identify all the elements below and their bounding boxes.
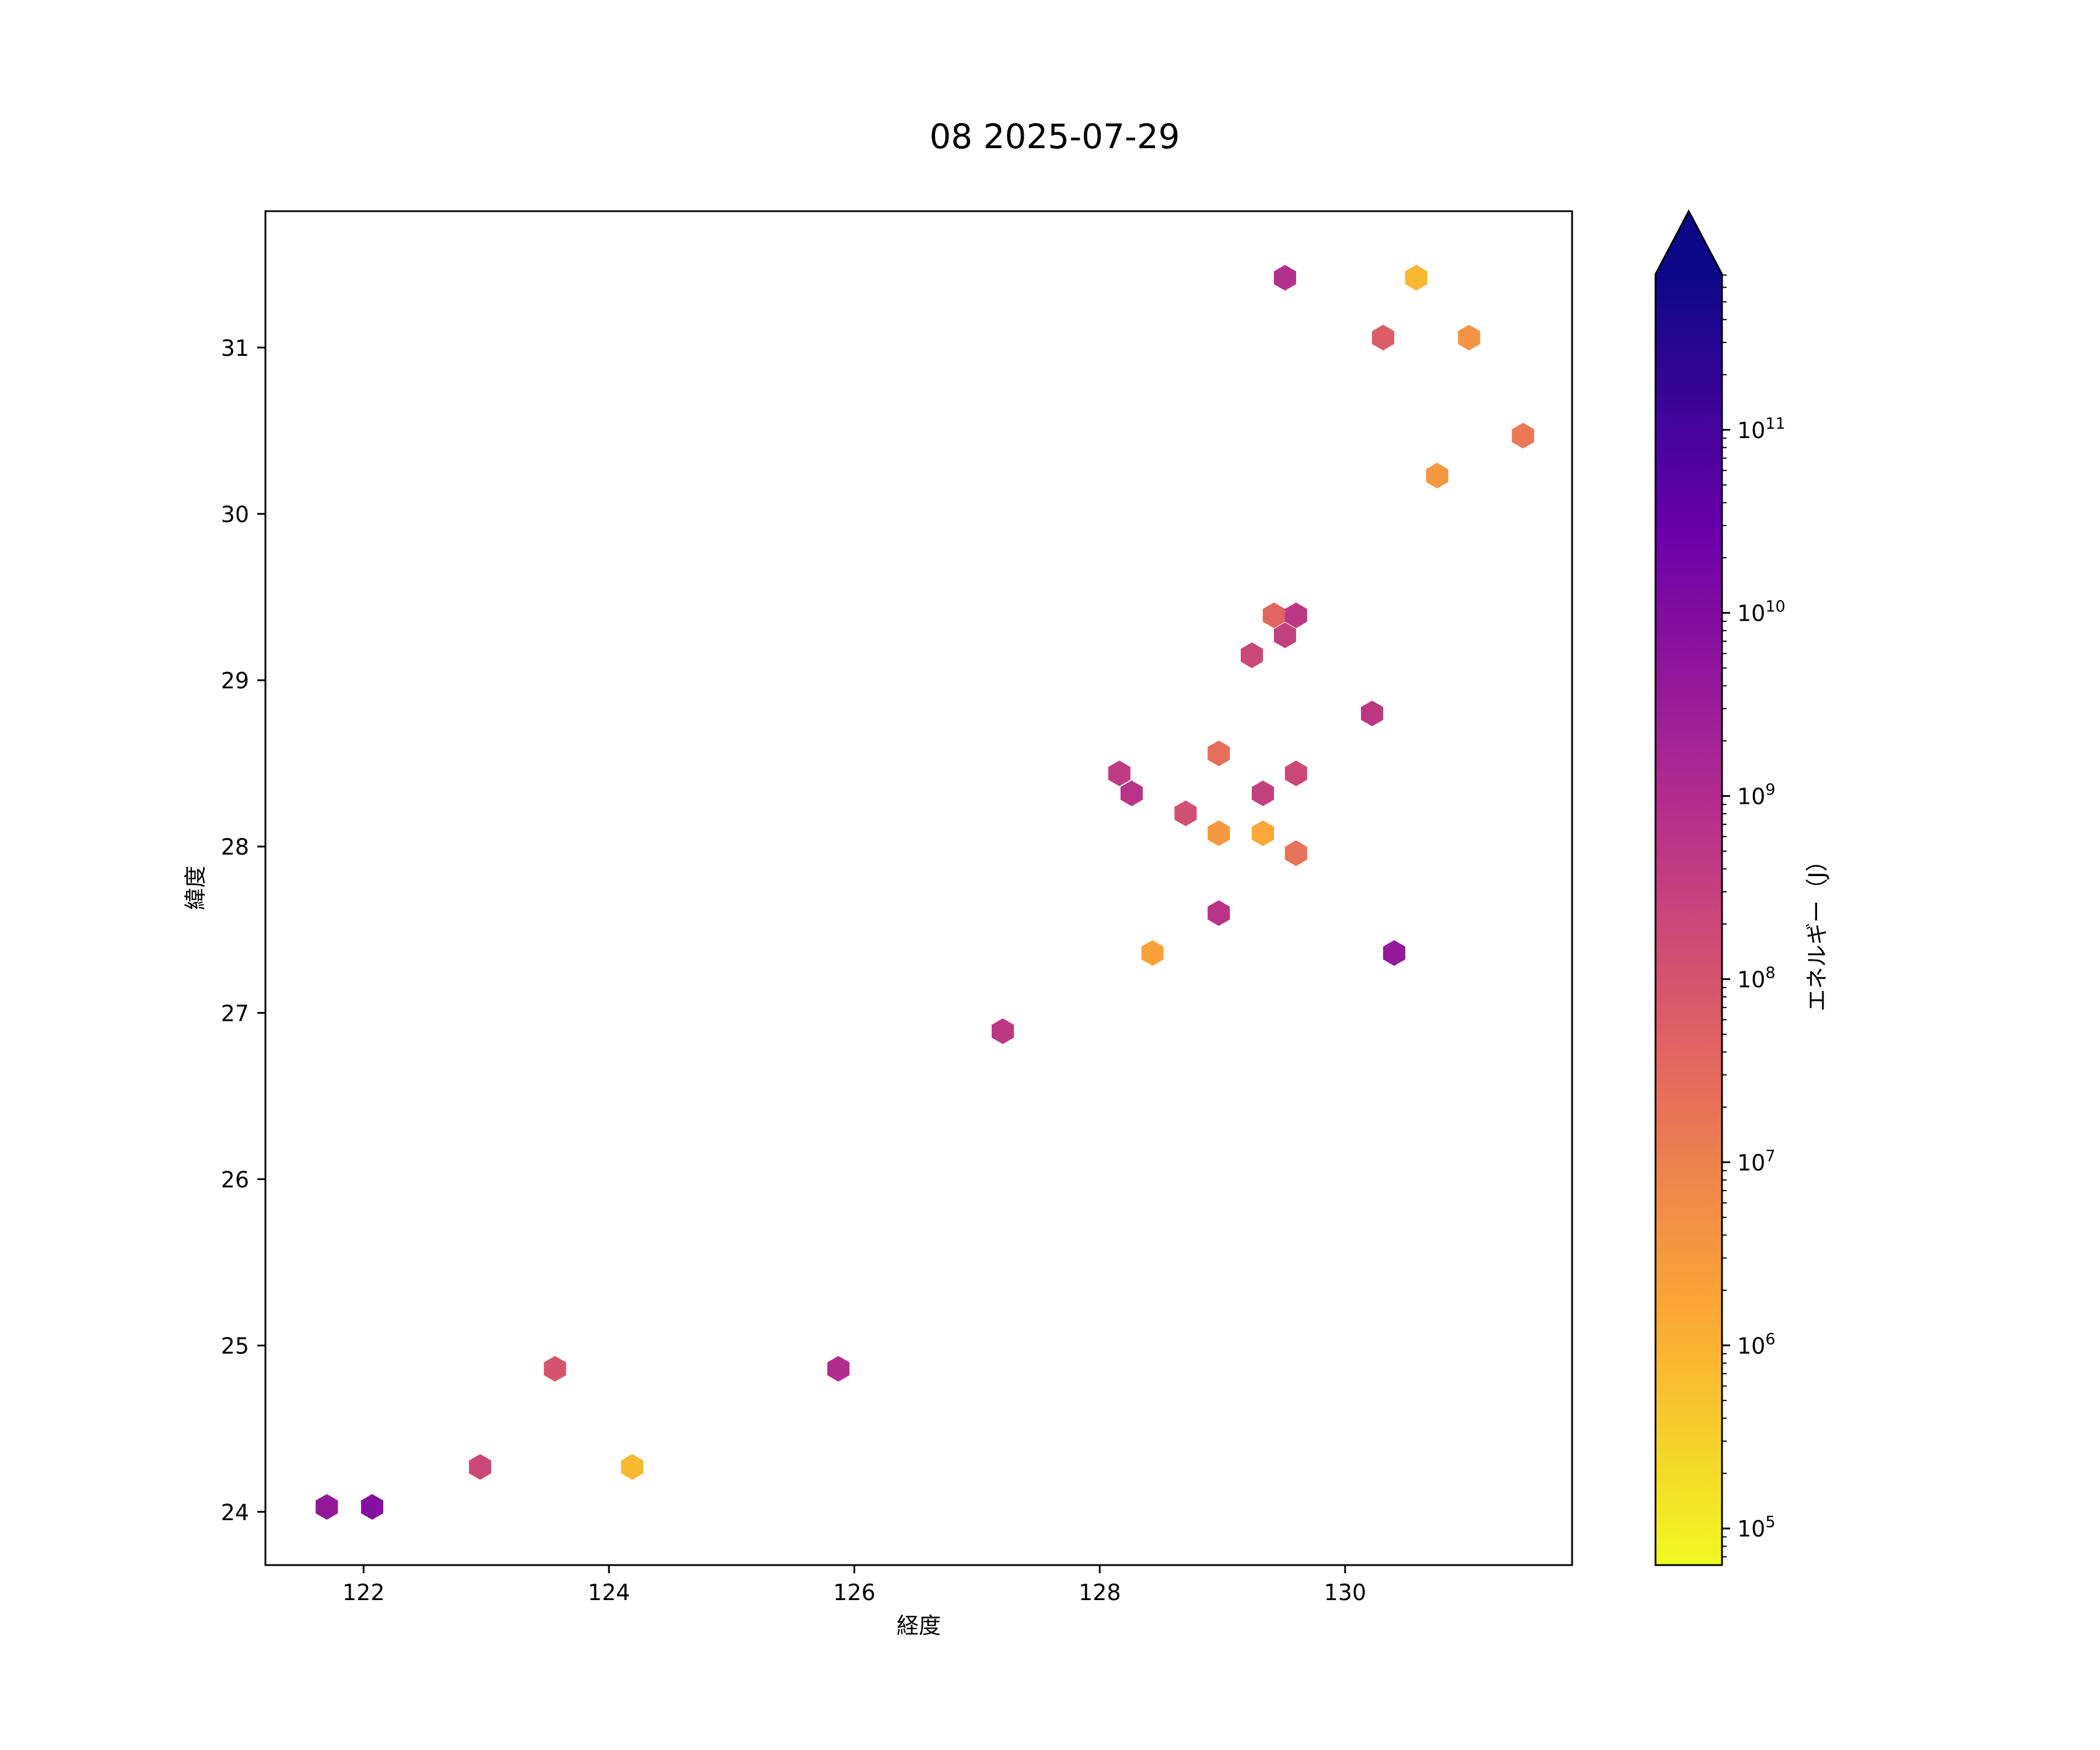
- y-tick-label: 30: [221, 502, 249, 527]
- hexbin-cell-26: [1383, 940, 1406, 966]
- colorbar-outline: [1654, 209, 1723, 1566]
- hexbin-cell-29: [1458, 324, 1480, 351]
- y-tick-label: 28: [221, 834, 249, 860]
- hexbin-cell-4: [544, 1356, 566, 1382]
- x-tick-label: 126: [833, 1580, 876, 1605]
- colorbar-tick-label: 106: [1737, 1330, 1776, 1359]
- hexbin-cell-14: [1208, 900, 1230, 926]
- x-axis-label: 経度: [897, 1613, 941, 1639]
- y-tick-label: 29: [221, 668, 249, 694]
- hexbin-cell-15: [1241, 642, 1264, 668]
- y-tick-label: 24: [221, 1500, 249, 1525]
- y-tick-label: 25: [221, 1334, 249, 1359]
- hexbin-cell-27: [1405, 265, 1427, 291]
- x-tick-label: 128: [1079, 1580, 1121, 1605]
- y-tick-label: 27: [221, 1000, 249, 1026]
- hexbin-cell-18: [1262, 602, 1285, 628]
- hexbin-cell-12: [1208, 740, 1230, 766]
- x-tick-label: 124: [588, 1580, 631, 1605]
- hexbin-cell-25: [1372, 324, 1395, 351]
- colorbar-gradient: [1656, 274, 1722, 1565]
- x-tick-label: 122: [342, 1580, 385, 1605]
- hexbin-cell-21: [1284, 602, 1307, 628]
- hexbin-cell-5: [621, 1454, 643, 1480]
- hexbin-cell-17: [1251, 820, 1274, 846]
- hexbin-cell-3: [469, 1454, 492, 1480]
- y-axis: 24 25 26 27 28 29 30 31: [221, 335, 265, 1525]
- plot-area: [264, 210, 1573, 1566]
- hexbin-markers: [316, 265, 1534, 1520]
- hexbin-cell-28: [1426, 463, 1448, 489]
- hexbin-cell-1: [316, 1494, 338, 1520]
- y-tick-label: 26: [221, 1167, 249, 1192]
- hexbin-cell-30: [1511, 422, 1534, 449]
- hexbin-cell-7: [992, 1018, 1014, 1044]
- hexbin-cell-2: [360, 1494, 383, 1520]
- colorbar-label: エネルギー（J）: [1804, 849, 1830, 1011]
- colorbar-tick-label: 109: [1737, 781, 1776, 810]
- y-axis-label: 緯度: [183, 866, 208, 910]
- hexbin-cell-24: [1361, 701, 1384, 727]
- x-tick-label: 130: [1324, 1580, 1367, 1605]
- hexbin-cell-13: [1208, 820, 1230, 846]
- axes-frame: [264, 210, 1573, 1566]
- hexbin-cell-9: [1120, 780, 1143, 806]
- x-axis: 122 124 126 128 130: [342, 1565, 1366, 1605]
- hexbin-cell-16: [1251, 780, 1274, 806]
- hexbin-cell-11: [1174, 800, 1197, 827]
- hexbin-cell-8: [1108, 760, 1130, 786]
- chart-title: 08 2025-07-29: [929, 117, 1180, 156]
- hexbin-cell-10: [1141, 940, 1164, 966]
- hexbin-cell-20: [1273, 265, 1296, 291]
- hexbin-cell-6: [827, 1356, 850, 1382]
- hexbin-cell-22: [1284, 760, 1307, 786]
- colorbar-extend-arrow: [1656, 211, 1722, 274]
- hexbin-cell-23: [1284, 840, 1307, 866]
- y-tick-label: 31: [221, 335, 249, 361]
- hexbin-cell-19: [1273, 622, 1296, 649]
